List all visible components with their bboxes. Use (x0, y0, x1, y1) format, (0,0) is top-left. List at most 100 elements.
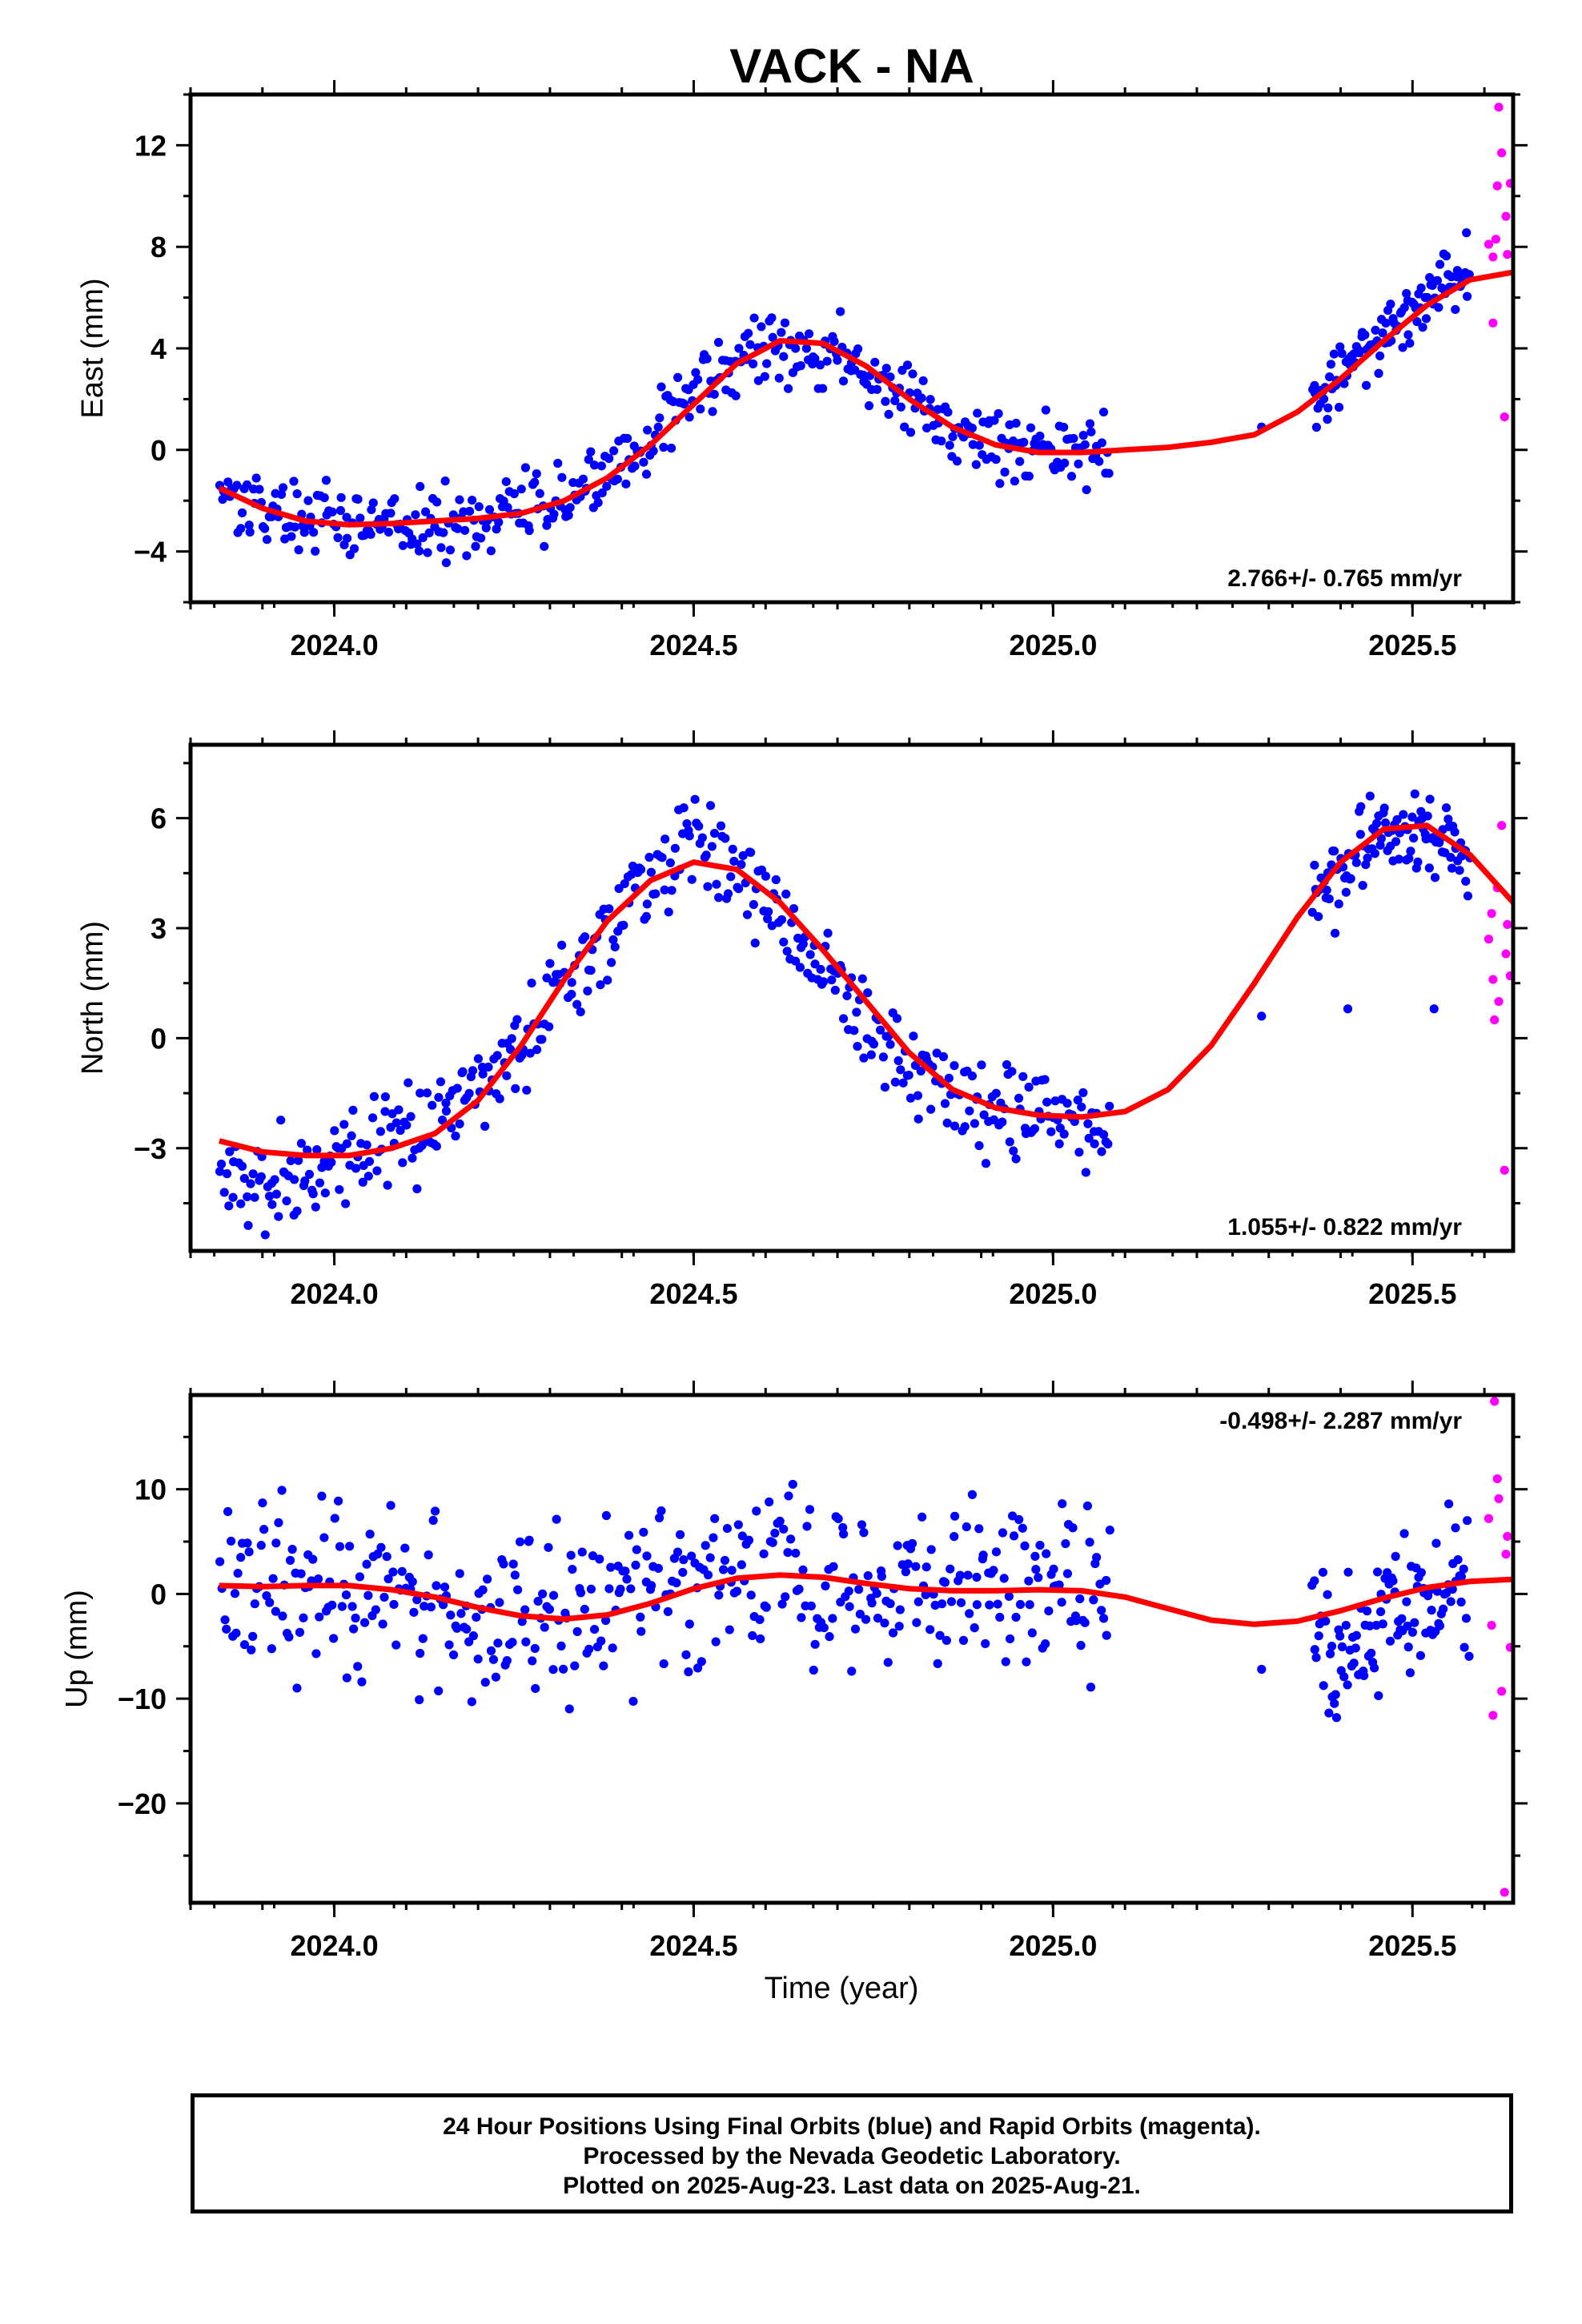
final-orbit-point (935, 1630, 945, 1640)
final-orbit-point (744, 328, 753, 338)
final-orbit-point (989, 1566, 998, 1575)
final-orbit-point (1074, 1148, 1084, 1157)
final-orbit-point (1042, 1097, 1052, 1107)
final-orbit-point (1000, 467, 1010, 477)
final-orbit-point (244, 1547, 254, 1557)
final-orbit-point (734, 344, 744, 353)
final-orbit-point (576, 1588, 586, 1598)
final-orbit-point (303, 496, 313, 505)
final-orbit-point (1085, 419, 1095, 428)
final-orbit-point (508, 1638, 517, 1647)
final-orbit-point (351, 1613, 360, 1623)
final-orbit-point (411, 510, 420, 520)
final-orbit-point (339, 1120, 349, 1129)
final-orbit-point (445, 545, 456, 555)
y-tick-label: 0 (151, 434, 167, 467)
final-orbit-point (696, 404, 705, 414)
final-orbit-point (294, 545, 303, 555)
final-orbit-point (267, 512, 276, 521)
final-orbit-point (895, 1605, 905, 1614)
final-orbit-point (764, 907, 773, 916)
final-orbit-point (1379, 803, 1389, 813)
final-orbit-point (1337, 348, 1347, 359)
final-orbit-point (595, 1554, 604, 1564)
rapid-orbit-points (1484, 103, 1513, 422)
final-orbit-point (292, 1206, 302, 1216)
final-orbit-point (355, 1572, 365, 1582)
final-orbit-point (711, 1637, 721, 1647)
final-orbit-point (334, 1496, 343, 1506)
final-orbit-point (223, 477, 233, 487)
final-orbit-point (260, 524, 270, 533)
rapid-orbit-point (1488, 252, 1498, 262)
final-orbit-point (1378, 328, 1387, 338)
final-orbit-point (1363, 853, 1372, 863)
final-orbit-point (236, 1199, 246, 1208)
final-orbit-point (468, 1066, 478, 1076)
final-orbit-point (991, 1547, 1002, 1557)
final-orbit-point (708, 407, 717, 416)
final-orbit-point (901, 1567, 910, 1577)
final-orbit-point (771, 875, 781, 885)
final-orbit-point (342, 513, 351, 522)
final-orbit-point (1026, 423, 1036, 432)
model-fit-line (219, 1572, 1513, 1627)
final-orbit-point (801, 344, 811, 353)
final-orbit-point (1435, 259, 1445, 269)
final-orbit-point (311, 1202, 320, 1212)
final-orbit-point (749, 899, 758, 910)
x-tick-label: 2024.0 (291, 1929, 379, 1962)
final-orbit-point (829, 1562, 838, 1571)
x-axis-label: Time (year) (765, 1972, 919, 2005)
final-orbit-point (1424, 863, 1434, 873)
final-orbit-point (1373, 1567, 1383, 1577)
final-orbit-point (544, 1022, 554, 1031)
final-orbit-point (552, 1514, 561, 1524)
final-orbit-point (653, 422, 663, 432)
final-orbit-point (701, 850, 711, 860)
final-orbit-point (1343, 1567, 1353, 1577)
final-orbit-point (460, 525, 470, 535)
final-orbit-point (950, 1511, 960, 1521)
y-tick-label: 0 (151, 1022, 167, 1055)
final-orbit-point (660, 885, 669, 895)
final-orbit-point (933, 1659, 942, 1668)
final-orbit-point (276, 489, 287, 500)
final-orbit-point (794, 1584, 804, 1594)
final-orbit-point (1351, 858, 1361, 867)
final-orbit-point (1331, 1713, 1342, 1723)
final-orbit-point (492, 1051, 502, 1060)
final-orbit-point (1030, 1124, 1040, 1133)
final-orbit-point (859, 1528, 869, 1538)
final-orbit-point (1403, 1621, 1412, 1631)
final-orbit-point (940, 1578, 950, 1587)
y-tick-label: 0 (151, 1578, 167, 1610)
final-orbit-point (473, 1054, 484, 1063)
final-orbit-point (327, 507, 337, 517)
final-orbit-point (390, 494, 400, 504)
final-orbit-point (409, 1607, 419, 1617)
final-orbit-point (737, 1560, 746, 1570)
final-orbit-point (893, 1541, 902, 1550)
final-orbit-point (1460, 1642, 1469, 1652)
final-orbit-point (737, 1531, 747, 1541)
final-orbit-point (493, 1638, 503, 1648)
final-orbit-point (424, 528, 434, 538)
y-tick-label: 12 (135, 129, 167, 162)
final-orbit-point (345, 1542, 355, 1551)
final-orbit-point (268, 1574, 278, 1583)
final-orbit-point (321, 476, 331, 485)
final-orbit-point (511, 1084, 520, 1093)
final-orbit-point (285, 1555, 295, 1566)
final-orbit-point (412, 1184, 422, 1194)
final-orbit-point (513, 1585, 523, 1594)
final-orbit-point (693, 1663, 703, 1673)
final-orbit-point (1374, 368, 1383, 378)
final-orbit-point (791, 344, 801, 353)
final-orbit-point (1097, 438, 1106, 448)
final-orbit-point (441, 1098, 451, 1108)
rapid-orbit-point (1488, 975, 1498, 984)
final-orbit-point (610, 942, 620, 952)
final-orbit-point (351, 1164, 361, 1173)
final-orbit-point (907, 1538, 917, 1549)
